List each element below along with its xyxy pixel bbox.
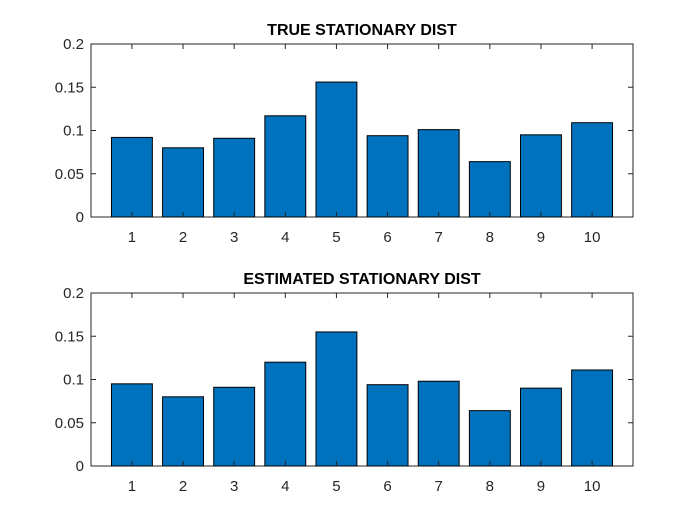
estimated-dist-chart: ESTIMATED STATIONARY DIST 0 0.05 0.1 0.15 0.… — [55, 271, 634, 495]
bar — [571, 369, 614, 467]
x-tick-label: 4 — [281, 478, 289, 495]
chart-title: TRUE STATIONARY DIST — [267, 22, 457, 39]
x-tick-label: 9 — [537, 229, 545, 246]
x-tick-label: 2 — [179, 478, 187, 495]
bar — [366, 135, 409, 218]
x-tick-label: 7 — [435, 229, 443, 246]
x-tick-label: 5 — [332, 229, 340, 246]
x-tick-label: 1 — [128, 478, 136, 495]
y-tick-label: 0.2 — [63, 36, 84, 53]
true-dist-chart: TRUE STATIONARY DIST 0 0.05 0.1 0.15 0.2 1 2 3 4… — [55, 22, 634, 246]
x-tick-label: 6 — [383, 478, 391, 495]
x-tick-label: 3 — [230, 229, 238, 246]
x-tick-label: 2 — [179, 229, 187, 246]
bar — [264, 115, 307, 218]
bar — [110, 383, 153, 467]
x-tick-label: 10 — [584, 229, 601, 246]
y-tick-label: 0.15 — [55, 79, 84, 96]
bar — [571, 122, 614, 218]
x-tick-label: 8 — [486, 478, 494, 495]
y-tick-label: 0.1 — [63, 123, 84, 140]
y-tick-label: 0.2 — [63, 285, 84, 302]
x-tick-label: 6 — [383, 229, 391, 246]
bar — [315, 81, 358, 218]
bar — [468, 410, 511, 467]
y-tick-label: 0 — [76, 458, 84, 475]
y-tick-label: 0.05 — [55, 166, 84, 183]
x-tick-label: 8 — [486, 229, 494, 246]
bar — [366, 384, 409, 467]
bar — [162, 396, 204, 467]
x-tick-label: 1 — [128, 229, 136, 246]
bar — [417, 380, 460, 467]
y-tick-label: 0 — [76, 209, 84, 226]
bar — [520, 387, 562, 467]
x-tick-label: 10 — [584, 478, 601, 495]
bar — [162, 147, 204, 218]
bar — [264, 361, 307, 467]
bar — [110, 136, 153, 218]
bar — [213, 386, 256, 467]
bar — [417, 129, 460, 218]
x-tick-label: 5 — [332, 478, 340, 495]
chart-title: ESTIMATED STATIONARY DIST — [243, 271, 481, 288]
x-tick-label: 4 — [281, 229, 289, 246]
bar — [468, 161, 511, 218]
bar — [315, 331, 358, 467]
bar — [213, 137, 256, 218]
y-tick-label: 0.05 — [55, 415, 84, 432]
bar — [520, 134, 562, 218]
y-tick-label: 0.15 — [55, 328, 84, 345]
x-tick-label: 9 — [537, 478, 545, 495]
x-tick-label: 7 — [435, 478, 443, 495]
y-tick-label: 0.1 — [63, 372, 84, 389]
x-tick-label: 3 — [230, 478, 238, 495]
